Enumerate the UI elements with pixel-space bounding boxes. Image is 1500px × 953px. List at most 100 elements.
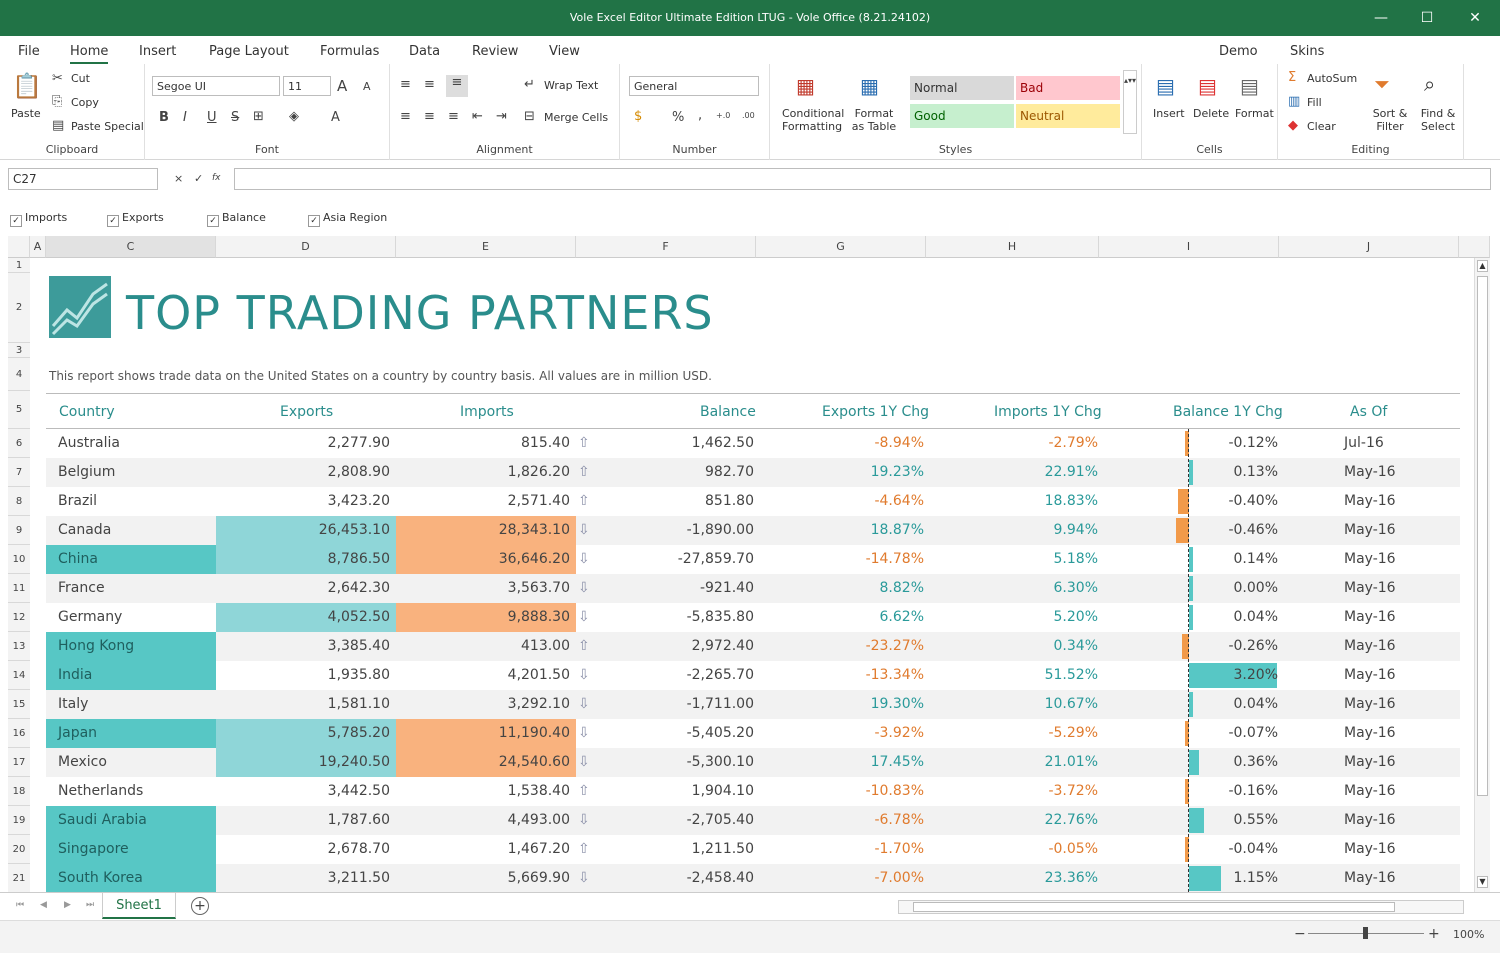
h-scroll-thumb[interactable] (913, 902, 1395, 912)
filter-balance[interactable]: ✓ Balance (207, 211, 266, 227)
column-header-j[interactable]: J (1279, 236, 1459, 258)
row-header[interactable]: 14 (8, 661, 30, 690)
menu-home[interactable]: Home (70, 44, 109, 64)
style-neutral[interactable]: Neutral (1016, 104, 1120, 128)
zoom-out-button[interactable]: − (1294, 926, 1306, 942)
paste-icon[interactable]: 📋 (12, 72, 42, 100)
row-header[interactable]: 3 (8, 343, 30, 358)
table-row[interactable]: Germany 4,052.50 9,888.30 ⇩ -5,835.80 6.62% 5.… (46, 603, 1460, 632)
row-header[interactable]: 10 (8, 545, 30, 574)
column-header-g[interactable]: G (756, 236, 926, 258)
row-header[interactable]: 21 (8, 864, 30, 893)
column-header-d[interactable]: D (216, 236, 396, 258)
table-row[interactable]: Netherlands 3,442.50 1,538.40 ⇧ 1,904.10 -10.… (46, 777, 1460, 806)
worksheet[interactable]: TOP TRADING PARTNERS This report shows t… (30, 258, 1474, 892)
menu-formulas[interactable]: Formulas (320, 44, 380, 59)
row-header[interactable]: 4 (8, 358, 30, 391)
italic-button[interactable]: I (183, 110, 187, 125)
column-header-f[interactable]: F (576, 236, 756, 258)
format-cells-button[interactable]: Format (1235, 107, 1274, 120)
table-row[interactable]: China 8,786.50 36,646.20 ⇩ -27,859.70 -14.78%… (46, 545, 1460, 574)
cancel-icon[interactable]: × (174, 172, 184, 185)
style-bad[interactable]: Bad (1016, 76, 1120, 100)
row-header[interactable]: 13 (8, 632, 30, 661)
autosum-button[interactable]: AutoSum (1307, 72, 1358, 85)
table-row[interactable]: Brazil 3,423.20 2,571.40 ⇧ 851.80 -4.64% 18.83… (46, 487, 1460, 516)
row-header[interactable]: 16 (8, 719, 30, 748)
font-size-select[interactable]: 11 (283, 76, 331, 96)
strikethrough-button[interactable]: S (231, 110, 240, 125)
next-sheet-icon[interactable]: ▶ (64, 900, 71, 910)
formula-input[interactable] (234, 168, 1491, 190)
name-box[interactable]: C27 (8, 168, 158, 190)
checkbox-icon[interactable]: ✓ (10, 215, 22, 227)
column-header-e[interactable]: E (396, 236, 576, 258)
bold-button[interactable]: B (159, 110, 169, 125)
format-as-table-button[interactable]: Format as Table (851, 107, 897, 133)
minimize-button[interactable]: — (1374, 10, 1388, 26)
select-all-corner[interactable] (8, 236, 30, 258)
merge-cells-button[interactable]: Merge Cells (544, 111, 609, 124)
align-right-icon[interactable]: ≡ (448, 109, 459, 124)
last-sheet-icon[interactable]: ⏭ (86, 900, 95, 910)
zoom-in-button[interactable]: + (1428, 926, 1440, 942)
row-header[interactable]: 7 (8, 458, 30, 487)
close-button[interactable]: ✕ (1469, 10, 1481, 26)
menu-skins[interactable]: Skins (1290, 44, 1325, 59)
row-header[interactable]: 2 (8, 273, 30, 343)
menu-insert[interactable]: Insert (139, 44, 177, 59)
underline-button[interactable]: U (207, 110, 217, 125)
number-format-select[interactable]: General (629, 76, 759, 96)
add-sheet-button[interactable]: + (191, 897, 209, 915)
fill-button[interactable]: Fill (1307, 96, 1322, 109)
table-row[interactable]: Belgium 2,808.90 1,826.20 ⇧ 982.70 19.23% 22.9… (46, 458, 1460, 487)
row-header[interactable]: 15 (8, 690, 30, 719)
table-row[interactable]: South Korea 3,211.50 5,669.90 ⇩ -2,458.40 -7.… (46, 864, 1460, 892)
table-row[interactable]: Hong Kong 3,385.40 413.00 ⇧ 2,972.40 -23.27% 0… (46, 632, 1460, 661)
checkbox-icon[interactable]: ✓ (207, 215, 219, 227)
find-select-button[interactable]: Find & Select (1420, 107, 1456, 133)
table-row[interactable]: Japan 5,785.20 11,190.40 ⇩ -5,405.20 -3.92% -5… (46, 719, 1460, 748)
row-header[interactable]: 20 (8, 835, 30, 864)
filter-asia-region[interactable]: ✓ Asia Region (308, 211, 387, 227)
style-good[interactable]: Good (910, 104, 1014, 128)
menu-page-layout[interactable]: Page Layout (209, 44, 289, 59)
align-left-icon[interactable]: ≡ (400, 109, 411, 124)
align-middle-icon[interactable]: ≡ (424, 77, 435, 92)
row-header[interactable]: 19 (8, 806, 30, 835)
prev-sheet-icon[interactable]: ◀ (40, 900, 47, 910)
row-header[interactable]: 6 (8, 429, 30, 458)
horizontal-scrollbar[interactable] (898, 900, 1464, 914)
maximize-button[interactable]: ☐ (1420, 10, 1434, 26)
align-top-icon[interactable]: ≡ (400, 77, 411, 92)
row-header[interactable]: 5 (8, 391, 30, 429)
table-row[interactable]: Australia 2,277.90 815.40 ⇧ 1,462.50 -8.94% -2… (46, 429, 1460, 458)
menu-file[interactable]: File (18, 44, 40, 59)
currency-icon[interactable]: $ (634, 109, 643, 124)
column-header-a[interactable]: A (30, 236, 46, 258)
zoom-slider-thumb[interactable] (1363, 927, 1368, 939)
align-center-icon[interactable]: ≡ (424, 109, 435, 124)
column-header-c[interactable]: C (46, 236, 216, 258)
checkbox-icon[interactable]: ✓ (308, 215, 320, 227)
row-header[interactable]: 18 (8, 777, 30, 806)
paste-special-button[interactable]: Paste Special (71, 120, 144, 133)
row-header[interactable]: 8 (8, 487, 30, 516)
scroll-thumb[interactable] (1477, 276, 1488, 796)
percent-button[interactable]: % (672, 110, 685, 125)
menu-view[interactable]: View (549, 44, 580, 59)
column-header-i[interactable]: I (1099, 236, 1279, 258)
conditional-formatting-button[interactable]: Conditional Formatting (782, 107, 845, 133)
scroll-down-icon[interactable]: ▼ (1477, 876, 1488, 888)
sort-filter-button[interactable]: Sort & Filter (1372, 107, 1408, 133)
first-sheet-icon[interactable]: ⏮ (16, 900, 25, 910)
column-header-h[interactable]: H (926, 236, 1099, 258)
borders-icon[interactable]: ⊞ (253, 109, 264, 124)
row-header[interactable]: 1 (8, 258, 30, 273)
clear-button[interactable]: Clear (1307, 120, 1336, 133)
style-normal[interactable]: Normal (910, 76, 1014, 100)
checkbox-icon[interactable]: ✓ (107, 215, 119, 227)
decrease-indent-icon[interactable]: ⇤ (472, 109, 483, 124)
delete-cells-button[interactable]: Delete (1193, 107, 1230, 120)
shrink-font-icon[interactable]: A (363, 80, 371, 93)
